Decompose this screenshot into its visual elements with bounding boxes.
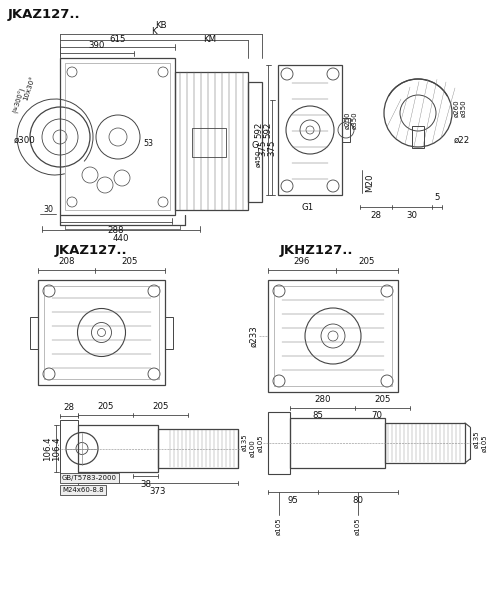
Bar: [60, 420, 78, 477]
Bar: [290, 418, 385, 468]
Text: ø105: ø105: [276, 517, 282, 534]
Text: 205: 205: [359, 257, 375, 266]
Text: JKAZ127..: JKAZ127..: [8, 8, 81, 21]
Text: 70: 70: [372, 411, 382, 420]
Bar: [342, 118, 350, 142]
Text: (≈300°): (≈300°): [12, 86, 27, 114]
Bar: [175, 72, 248, 210]
Text: GB/T5783-2000: GB/T5783-2000: [62, 475, 117, 481]
Bar: [30, 316, 38, 348]
Bar: [412, 126, 424, 148]
Text: 106.4: 106.4: [43, 436, 52, 461]
Text: 38: 38: [140, 480, 151, 489]
Text: ø250: ø250: [345, 112, 351, 128]
Text: 375: 375: [258, 139, 267, 156]
Text: ø105: ø105: [355, 517, 361, 534]
Text: 10x30°: 10x30°: [22, 75, 36, 101]
Text: 208: 208: [58, 257, 75, 266]
Bar: [248, 82, 262, 202]
Text: 296: 296: [294, 257, 310, 266]
Text: 53: 53: [143, 139, 153, 147]
Text: 85: 85: [312, 411, 324, 420]
Bar: [165, 316, 173, 348]
Text: 280: 280: [314, 395, 331, 404]
Text: ø135: ø135: [474, 430, 480, 448]
Text: 375: 375: [267, 139, 276, 156]
Text: ø350: ø350: [352, 111, 358, 129]
Text: 205: 205: [152, 402, 169, 411]
Text: 390: 390: [89, 41, 105, 50]
Text: 205: 205: [97, 402, 114, 411]
Bar: [65, 63, 170, 210]
Bar: [78, 425, 158, 472]
Text: ø22: ø22: [454, 136, 470, 144]
Text: 205: 205: [374, 395, 391, 404]
Bar: [278, 65, 342, 195]
Text: JKHZ127..: JKHZ127..: [280, 244, 353, 257]
Text: 5: 5: [434, 193, 440, 202]
Bar: [268, 280, 398, 392]
Text: 106.4: 106.4: [52, 436, 61, 461]
Text: ø260: ø260: [454, 99, 460, 117]
Bar: [44, 286, 159, 379]
Text: G1: G1: [302, 203, 314, 212]
Bar: [385, 423, 465, 463]
Bar: [38, 280, 165, 385]
Text: K: K: [151, 27, 157, 36]
Text: ø105: ø105: [258, 434, 264, 452]
Text: 288: 288: [108, 226, 124, 235]
Text: ø233: ø233: [249, 325, 258, 347]
Text: 30: 30: [43, 205, 53, 215]
Text: 592: 592: [254, 122, 263, 138]
Text: 80: 80: [352, 496, 364, 505]
Text: ø105: ø105: [482, 434, 488, 452]
Text: ø450: ø450: [256, 149, 262, 167]
Text: 440: 440: [113, 234, 129, 243]
Bar: [158, 429, 238, 468]
Text: ø135: ø135: [242, 434, 248, 451]
Text: 205: 205: [122, 257, 138, 266]
Text: JKAZ127..: JKAZ127..: [55, 244, 128, 257]
Text: G: G: [252, 141, 259, 150]
Text: KM: KM: [204, 35, 216, 44]
Text: M20: M20: [366, 174, 374, 192]
Text: 95: 95: [288, 496, 298, 505]
Text: 592: 592: [263, 122, 272, 138]
Text: 28: 28: [370, 211, 382, 220]
Text: 615: 615: [109, 35, 126, 44]
Text: KB: KB: [155, 21, 167, 30]
Text: 373: 373: [150, 487, 166, 496]
Text: ø100: ø100: [250, 439, 256, 458]
Text: ø350: ø350: [461, 99, 467, 117]
Text: 30: 30: [406, 211, 418, 220]
Bar: [192, 128, 226, 157]
Bar: [60, 58, 175, 215]
Bar: [268, 412, 290, 474]
Text: M24x60-8.8: M24x60-8.8: [62, 487, 104, 493]
Bar: [274, 286, 392, 386]
Text: 28: 28: [64, 403, 74, 412]
Text: ø300: ø300: [14, 136, 36, 144]
